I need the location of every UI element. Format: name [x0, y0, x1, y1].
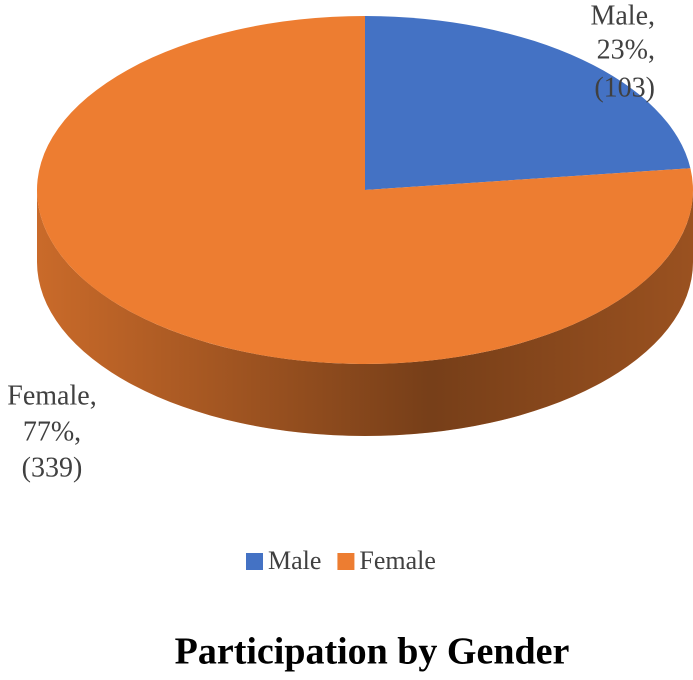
data-label: (103) [594, 72, 655, 103]
pie [36, 16, 693, 436]
legend-label: Female [359, 546, 436, 575]
side-shade [37, 190, 693, 436]
legend-swatch [337, 553, 355, 570]
slice [36, 16, 693, 364]
data-label: Male, [590, 0, 655, 31]
legend: Male Female [246, 546, 436, 575]
data-label: (339) [22, 452, 83, 483]
legend-label: Male [268, 546, 321, 575]
data-label: 77%, [23, 416, 81, 447]
legend-swatch [246, 553, 263, 570]
data-label: 23%, [597, 34, 655, 65]
data-label: Female, [7, 380, 96, 411]
slice [365, 16, 691, 190]
chart-title: Participation by Gender [175, 631, 570, 673]
